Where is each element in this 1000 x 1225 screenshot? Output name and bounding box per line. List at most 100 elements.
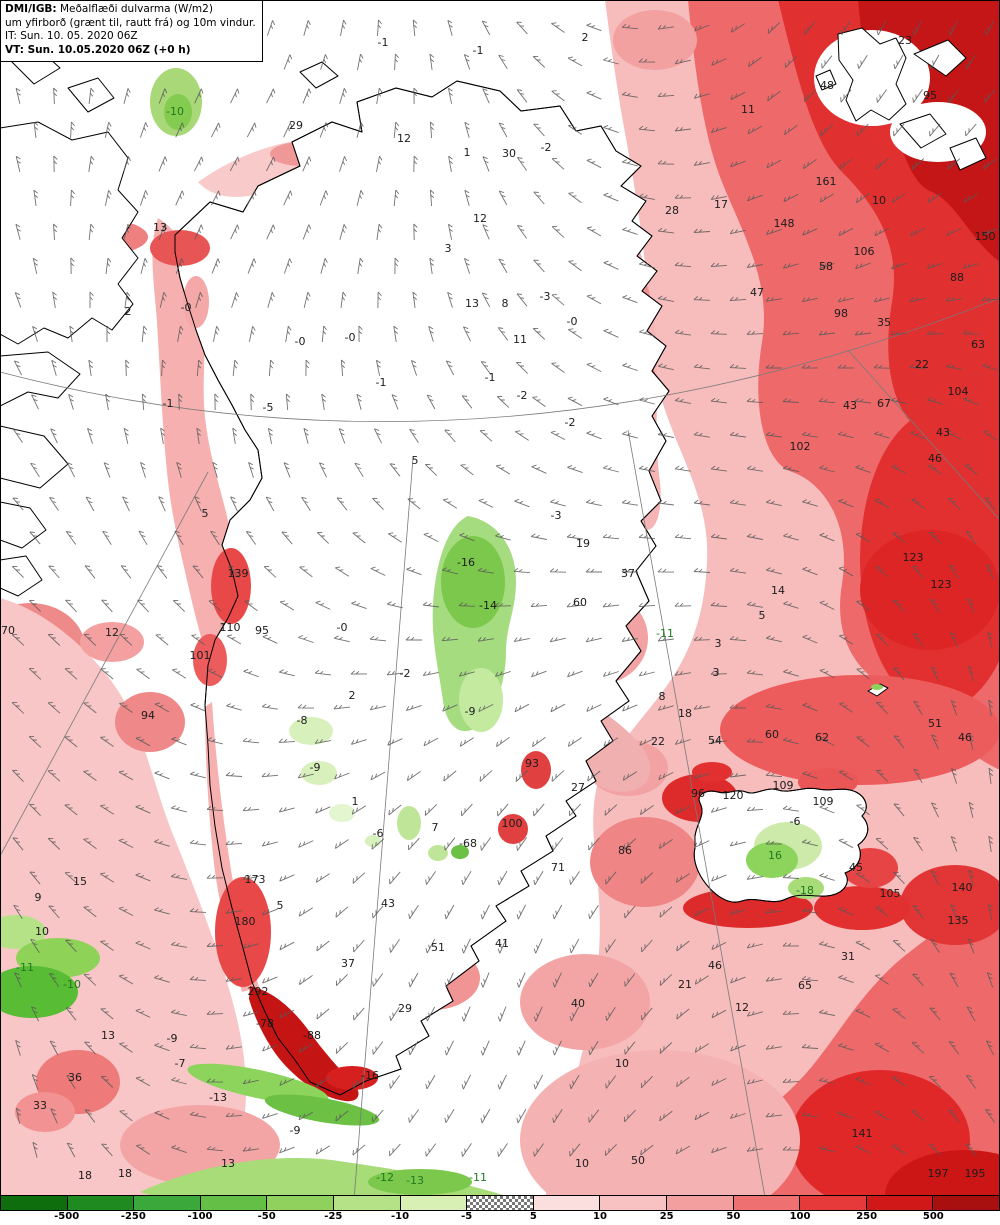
value-label: -68 — [459, 837, 477, 850]
wind-barb — [912, 89, 923, 103]
wind-barb — [675, 1145, 691, 1155]
wind-barb — [638, 125, 656, 132]
wind-barb — [605, 939, 616, 953]
wind-barb — [947, 158, 961, 170]
wind-barb — [624, 1109, 636, 1123]
wind-barb — [283, 54, 293, 70]
wind-barb — [64, 668, 78, 680]
wind-barb — [783, 533, 799, 541]
wind-barb — [765, 567, 782, 575]
wind-barb — [710, 195, 727, 201]
wind-barb — [984, 89, 996, 103]
wind-barb — [154, 975, 170, 983]
wind-barb — [189, 908, 207, 913]
wind-barb — [710, 262, 728, 268]
wind-barb — [14, 292, 22, 308]
wind-barb — [766, 228, 782, 236]
wind-barb — [339, 156, 348, 172]
wind-barb — [444, 972, 454, 988]
wind-barb — [30, 938, 40, 953]
wind-barb — [893, 735, 905, 749]
wind-barb — [388, 804, 402, 816]
wind-barb — [158, 156, 168, 172]
wind-barb — [710, 602, 728, 607]
wind-barb — [460, 464, 474, 476]
value-label: 65 — [798, 979, 812, 992]
wind-barb — [515, 770, 529, 782]
wind-barb — [963, 193, 978, 203]
coastlines — [0, 27, 987, 1096]
wind-barb — [639, 397, 655, 405]
wind-barb — [603, 260, 619, 270]
wind-barb — [893, 871, 905, 885]
wind-barb — [226, 634, 242, 645]
wind-barb — [893, 123, 905, 137]
wind-barb — [297, 704, 315, 709]
wind-barb — [874, 1110, 890, 1121]
wind-barb — [174, 530, 184, 546]
wind-barb — [32, 257, 38, 274]
value-label: 12 — [735, 1001, 749, 1014]
wind-barb — [170, 873, 187, 880]
wind-barb — [875, 158, 889, 170]
wind-barb — [567, 396, 583, 407]
wind-barb — [838, 1043, 854, 1051]
value-label: 98 — [834, 307, 848, 320]
wind-barb — [729, 364, 747, 369]
wind-barb — [206, 874, 224, 879]
wind-barb — [104, 121, 112, 138]
wind-barb — [638, 261, 655, 269]
wind-barb — [315, 1145, 331, 1155]
wind-barb — [84, 1041, 96, 1055]
wind-barb — [497, 327, 509, 341]
wind-barb — [674, 126, 691, 132]
wind-barb — [657, 363, 674, 371]
wind-barb — [586, 158, 602, 169]
wind-barb — [566, 602, 584, 608]
wind-barb — [189, 771, 206, 779]
value-label: 30 — [502, 147, 516, 160]
wind-barb — [533, 1006, 543, 1022]
wind-barb — [206, 1010, 224, 1015]
wind-barb — [711, 1078, 727, 1086]
wind-barb — [87, 428, 93, 444]
wind-barb — [875, 769, 889, 782]
value-label: 67 — [877, 397, 891, 410]
wind-barb — [463, 258, 471, 274]
wind-barb — [801, 297, 818, 303]
wind-barb — [444, 837, 456, 851]
wind-barb — [33, 189, 38, 206]
wind-barb — [801, 364, 819, 369]
wind-barb — [32, 326, 38, 342]
wind-barb — [657, 295, 674, 302]
wind-barb — [246, 122, 257, 138]
wind-barb — [533, 870, 544, 886]
wind-barb — [242, 875, 259, 881]
wind-barb — [567, 737, 582, 747]
wind-barb — [746, 1147, 763, 1152]
wind-barb — [659, 906, 673, 918]
wind-barb — [983, 430, 997, 441]
legend-tick-label: -10 — [390, 1211, 410, 1222]
wind-barb — [893, 54, 904, 70]
wind-barb — [266, 224, 276, 240]
wind-barb — [802, 499, 818, 507]
wind-barb — [422, 671, 439, 677]
wind-barb — [279, 874, 295, 882]
wind-barb — [171, 1144, 187, 1154]
wind-barb — [285, 393, 291, 411]
wind-barb — [533, 938, 543, 954]
wind-barb — [551, 22, 565, 33]
wind-barb — [855, 464, 871, 474]
wind-barb — [371, 838, 385, 850]
wind-barb — [100, 736, 114, 747]
value-label: 5 — [202, 507, 209, 520]
wind-barb — [710, 807, 727, 813]
legend-swatch — [0, 1196, 68, 1211]
wind-barb — [156, 565, 168, 579]
wind-barb — [962, 330, 980, 335]
wind-barb — [410, 360, 418, 376]
wind-barb — [298, 634, 314, 643]
wind-barb — [516, 21, 528, 35]
wind-barb — [568, 260, 582, 272]
